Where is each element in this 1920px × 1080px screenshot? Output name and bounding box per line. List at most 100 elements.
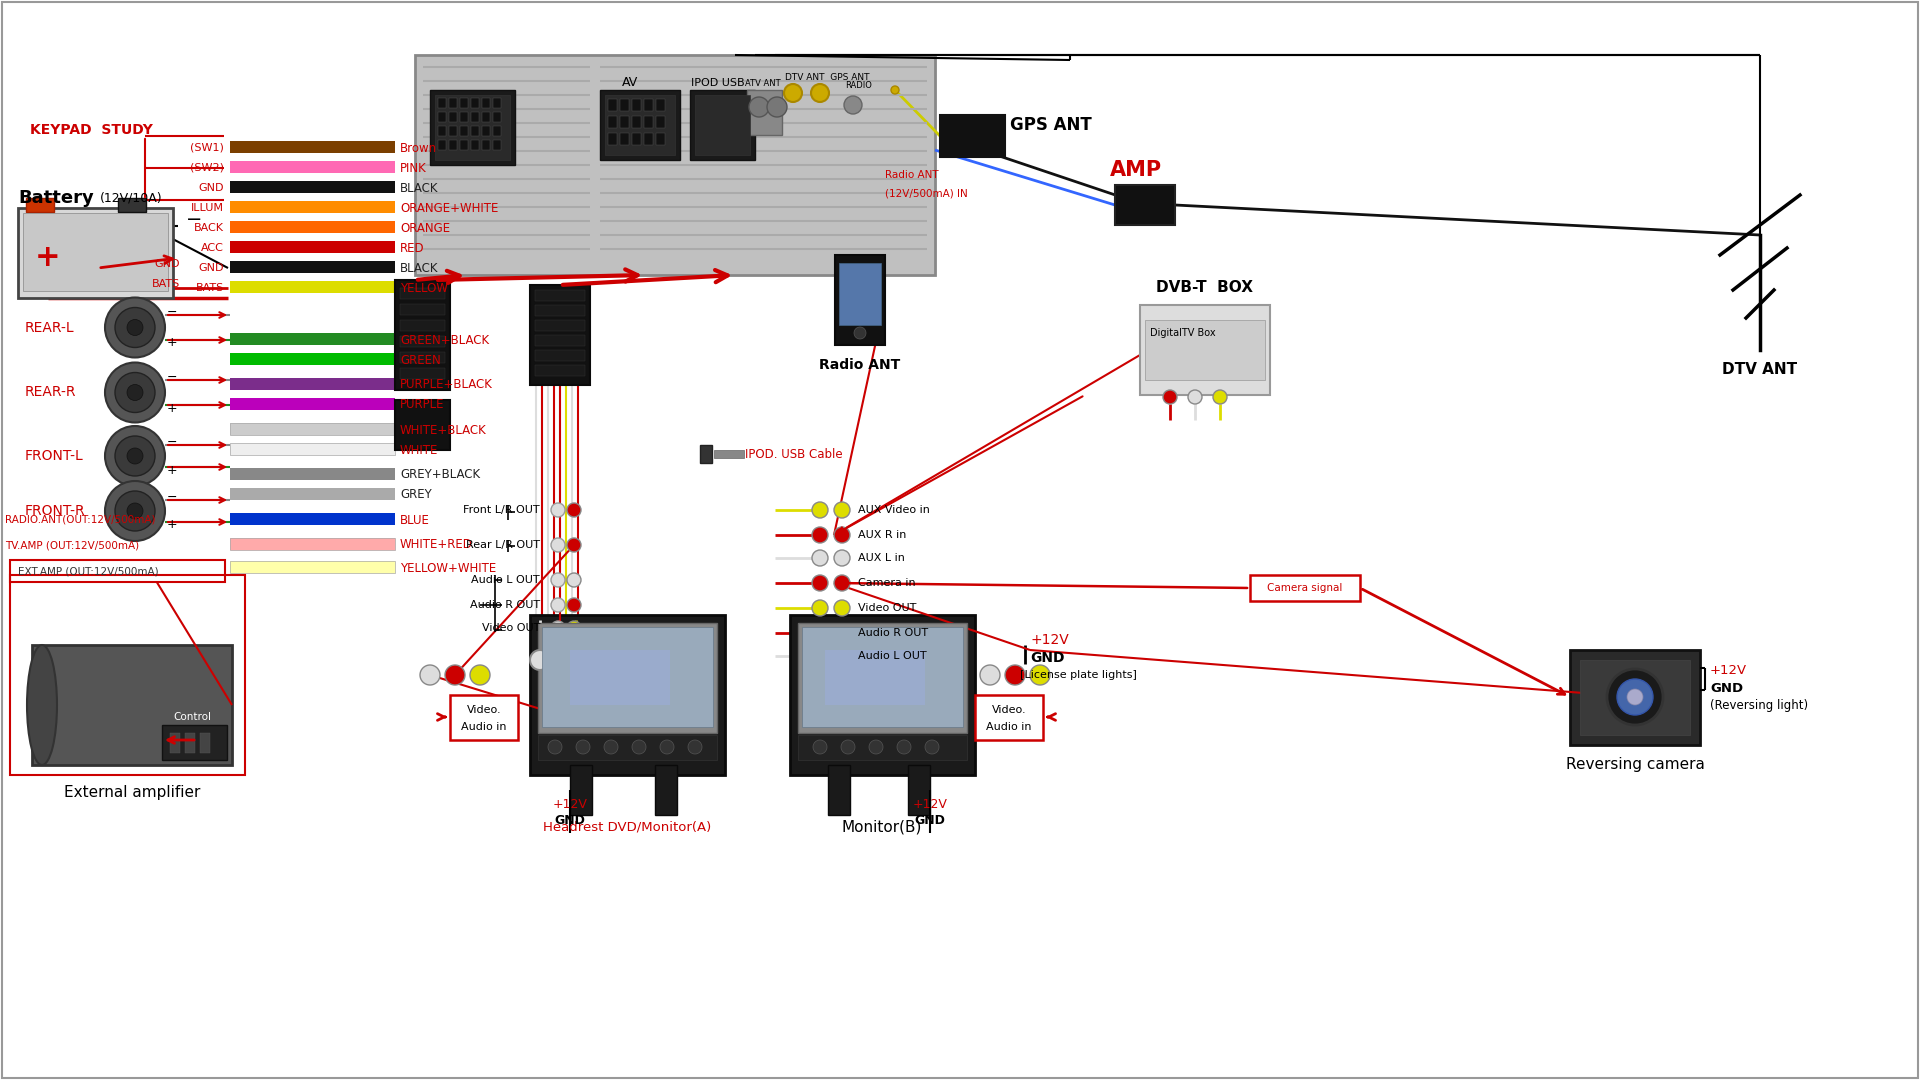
FancyBboxPatch shape — [230, 443, 396, 455]
Circle shape — [530, 650, 549, 670]
Circle shape — [566, 538, 582, 552]
Text: IPOD. USB Cable: IPOD. USB Cable — [745, 448, 843, 461]
Text: ILLUM: ILLUM — [190, 203, 225, 213]
FancyBboxPatch shape — [609, 99, 616, 111]
Text: Video.: Video. — [467, 705, 501, 715]
Circle shape — [1626, 689, 1644, 705]
Circle shape — [1029, 665, 1050, 685]
Circle shape — [1164, 390, 1177, 404]
FancyBboxPatch shape — [399, 368, 445, 379]
Circle shape — [566, 650, 586, 670]
FancyBboxPatch shape — [23, 213, 169, 291]
Circle shape — [106, 481, 165, 541]
Text: BACK: BACK — [194, 222, 225, 233]
FancyBboxPatch shape — [609, 116, 616, 129]
FancyBboxPatch shape — [839, 264, 881, 325]
Text: DTV ANT  GPS ANT: DTV ANT GPS ANT — [785, 72, 870, 81]
Text: Rear L/R OUT: Rear L/R OUT — [467, 540, 540, 550]
FancyBboxPatch shape — [399, 288, 445, 299]
Text: Control: Control — [173, 712, 211, 723]
Circle shape — [566, 503, 582, 517]
FancyBboxPatch shape — [538, 735, 716, 760]
Text: Reversing camera: Reversing camera — [1565, 757, 1705, 772]
FancyBboxPatch shape — [449, 140, 457, 150]
FancyBboxPatch shape — [171, 733, 180, 753]
FancyBboxPatch shape — [449, 112, 457, 122]
Text: KEYPAD  STUDY: KEYPAD STUDY — [31, 123, 154, 137]
Circle shape — [1607, 669, 1663, 725]
FancyBboxPatch shape — [482, 98, 490, 108]
FancyBboxPatch shape — [1250, 575, 1359, 600]
Circle shape — [605, 740, 618, 754]
Circle shape — [749, 97, 770, 117]
Ellipse shape — [27, 645, 58, 765]
Circle shape — [687, 740, 703, 754]
FancyBboxPatch shape — [828, 765, 851, 815]
Circle shape — [979, 665, 1000, 685]
FancyBboxPatch shape — [461, 126, 468, 136]
Circle shape — [833, 648, 851, 664]
Text: Audio in: Audio in — [987, 723, 1031, 732]
Text: +: + — [35, 243, 61, 272]
Circle shape — [547, 740, 563, 754]
FancyBboxPatch shape — [117, 198, 146, 212]
FancyBboxPatch shape — [200, 733, 209, 753]
FancyBboxPatch shape — [399, 352, 445, 363]
Circle shape — [106, 363, 165, 422]
Circle shape — [812, 527, 828, 543]
FancyBboxPatch shape — [230, 468, 396, 480]
Circle shape — [551, 538, 564, 552]
Circle shape — [115, 436, 156, 476]
Text: DigitalTV Box: DigitalTV Box — [1150, 328, 1215, 338]
Circle shape — [925, 740, 939, 754]
Circle shape — [445, 665, 465, 685]
FancyBboxPatch shape — [470, 112, 478, 122]
FancyBboxPatch shape — [184, 733, 196, 753]
FancyBboxPatch shape — [399, 336, 445, 347]
Text: +12V: +12V — [1029, 633, 1069, 647]
Text: GND: GND — [154, 259, 180, 269]
Text: Camera signal: Camera signal — [1267, 583, 1342, 593]
FancyBboxPatch shape — [632, 99, 641, 111]
Text: GND: GND — [555, 813, 586, 826]
Text: Video OUT: Video OUT — [482, 623, 540, 633]
FancyBboxPatch shape — [1571, 650, 1699, 745]
Circle shape — [551, 503, 564, 517]
FancyBboxPatch shape — [643, 116, 653, 129]
FancyBboxPatch shape — [570, 765, 591, 815]
Circle shape — [115, 491, 156, 531]
Circle shape — [812, 740, 828, 754]
Text: Monitor(B): Monitor(B) — [841, 820, 922, 835]
FancyBboxPatch shape — [632, 116, 641, 129]
FancyBboxPatch shape — [689, 90, 755, 160]
Text: REAR-R: REAR-R — [25, 386, 77, 400]
FancyBboxPatch shape — [230, 161, 396, 173]
FancyBboxPatch shape — [10, 561, 225, 582]
FancyBboxPatch shape — [470, 98, 478, 108]
Circle shape — [551, 573, 564, 588]
Text: Audio R OUT: Audio R OUT — [470, 600, 540, 610]
Circle shape — [115, 373, 156, 413]
FancyBboxPatch shape — [399, 303, 445, 315]
FancyBboxPatch shape — [470, 126, 478, 136]
FancyBboxPatch shape — [230, 423, 396, 435]
Text: DVB-T  BOX: DVB-T BOX — [1156, 280, 1254, 295]
Text: Audio L OUT: Audio L OUT — [858, 651, 927, 661]
FancyBboxPatch shape — [493, 98, 501, 108]
Text: Audio R OUT: Audio R OUT — [858, 627, 927, 638]
FancyBboxPatch shape — [449, 98, 457, 108]
Circle shape — [1213, 390, 1227, 404]
FancyBboxPatch shape — [657, 116, 664, 129]
FancyBboxPatch shape — [230, 281, 396, 293]
FancyBboxPatch shape — [17, 208, 173, 298]
Text: AMP: AMP — [1110, 160, 1162, 180]
Circle shape — [845, 96, 862, 114]
Text: BLUE: BLUE — [399, 513, 430, 526]
Text: YELLOW: YELLOW — [399, 282, 447, 295]
FancyBboxPatch shape — [230, 561, 396, 573]
FancyBboxPatch shape — [27, 198, 54, 212]
Circle shape — [576, 740, 589, 754]
Text: GND: GND — [1029, 651, 1064, 665]
Text: +: + — [167, 463, 179, 476]
Circle shape — [833, 600, 851, 616]
